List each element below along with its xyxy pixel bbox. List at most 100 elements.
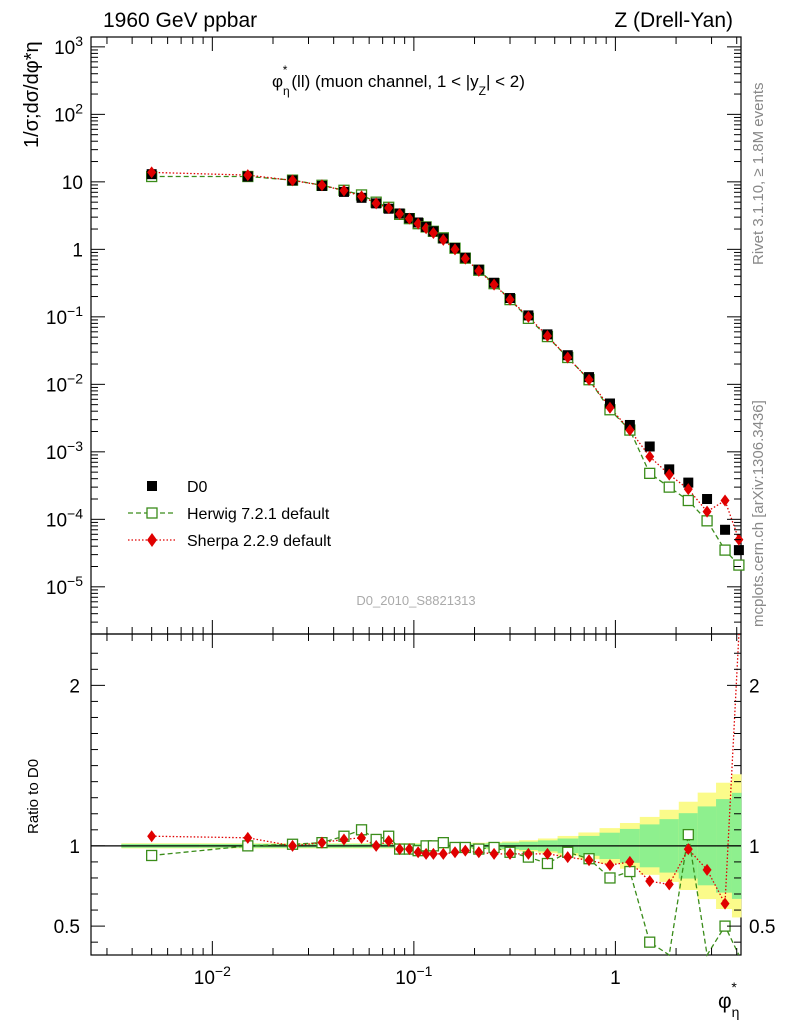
sherpa-point [664, 468, 674, 481]
sherpa-point [147, 166, 157, 179]
legend-herwig-marker [146, 507, 158, 519]
y-tick-label: 10−3 [46, 438, 83, 464]
sherpa-ratio-point [542, 847, 552, 860]
sherpa-point [339, 184, 349, 197]
y-tick-label-exponent: −4 [67, 505, 83, 521]
y-tick-label: 10−4 [46, 505, 83, 531]
main-series-layer [146, 166, 745, 571]
sherpa-point [474, 264, 484, 277]
ratio-y-tick-label: 1 [69, 837, 80, 858]
x-tick-label-exponent: −2 [215, 963, 231, 979]
sherpa-point [645, 450, 655, 463]
d0-point [702, 494, 713, 505]
sherpa-ratio-point [384, 835, 394, 848]
sherpa-ratio-point [460, 844, 470, 857]
y-tick-label-exponent: 2 [75, 100, 83, 116]
ratio-y-tick-label: 2 [69, 676, 80, 697]
sherpa-point [625, 424, 635, 437]
sherpa-ratio-point [243, 831, 253, 844]
herwig-point [719, 544, 731, 556]
y-tick-label: 10−1 [46, 303, 83, 329]
sherpa-point [288, 174, 298, 187]
d0-point [683, 477, 694, 488]
herwig-ratio-point [541, 857, 554, 870]
sherpa-point [584, 373, 594, 386]
y-tick-label-exponent: 3 [75, 33, 83, 49]
sherpa-ratio-point [584, 854, 594, 867]
plot-title-rest: (ll) (muon channel, 1 < |y [291, 72, 479, 91]
y-tick-label: 10−5 [46, 573, 83, 599]
legend-herwig-label: Herwig 7.2.1 default [187, 506, 330, 523]
sherpa-ratio-point [395, 843, 405, 856]
plot-title-sup: * [283, 63, 288, 77]
sherpa-ratio-point [438, 847, 448, 860]
plot-title-phi: φ [272, 72, 283, 91]
sherpa-point [450, 243, 460, 256]
sherpa-point [357, 190, 367, 203]
sherpa-ratio-point [450, 846, 460, 859]
sherpa-point [605, 401, 615, 414]
x-tick-label: 1 [610, 968, 621, 989]
legend-sherpa-label: Sherpa 2.2.9 default [187, 533, 332, 550]
d0-point [720, 524, 731, 535]
x-axis-label-sup: * [731, 979, 737, 995]
sherpa-line [151, 171, 740, 540]
x-tick-label: 10−1 [395, 963, 432, 989]
sherpa-ratio-point [339, 833, 349, 846]
sherpa-ratio-point [288, 839, 298, 852]
y-tick-label-exponent: −1 [67, 303, 83, 319]
sherpa-point [438, 233, 448, 246]
sherpa-point [505, 293, 515, 306]
ratio-plot-frame [90, 633, 742, 956]
sherpa-point [683, 483, 693, 496]
header-left: 1960 GeV ppbar [103, 9, 257, 32]
sherpa-ratio-point [664, 878, 674, 891]
sherpa-ratio-point [605, 859, 615, 872]
x-axis-label-sub: η [732, 1004, 740, 1020]
sherpa-ratio-point [404, 843, 414, 856]
y-tick-label: 1 [72, 240, 83, 261]
sherpa-point [384, 201, 394, 214]
sherpa-ratio-point [702, 863, 712, 876]
legend-d0-marker [147, 481, 157, 491]
x-tick-label: 10−2 [194, 963, 231, 989]
ratio-y-tick-label-right: 2 [749, 676, 760, 697]
x-tick-label-exponent: −1 [416, 963, 432, 979]
y-tick-label-exponent: −2 [67, 370, 83, 386]
sherpa-point [523, 310, 533, 323]
sherpa-ratio-point [357, 831, 367, 844]
sherpa-ratio-point [489, 847, 499, 860]
sherpa-point [243, 169, 253, 182]
ratio-y-tick-label-right: 0.5 [749, 917, 775, 938]
header-right: Z (Drell-Yan) [614, 9, 733, 32]
sherpa-point [489, 278, 499, 291]
sherpa-point [460, 252, 470, 265]
x-axis-label-phi: φ [718, 990, 732, 1013]
d0-point [733, 545, 744, 556]
ratio-x-axis: 10−2 10−1 1 [106, 634, 738, 989]
herwig-point [682, 494, 694, 507]
herwig-ratio-point [682, 828, 694, 841]
sherpa-ratio-point [413, 846, 423, 859]
plot-title-ysub: Z [479, 84, 486, 98]
herwig-ratio-point [437, 837, 449, 849]
herwig-ratio-point [604, 872, 616, 884]
ratio-y-tick-label-right: 1 [749, 837, 760, 858]
sherpa-ratio-point [523, 847, 533, 860]
sherpa-ratio-point [371, 839, 381, 852]
herwig-ratio-point [644, 936, 656, 948]
watermark: D0_2010_S8821313 [356, 593, 475, 608]
main-plot: 10−5 10−4 10−3 10−2 10−1 1 10 102 103 φη *(ll) (m… [21, 33, 745, 635]
mcplots-label: mcplots.cern.ch [arXiv:1306.3436] [750, 400, 767, 627]
ratio-y-tick-label: 0.5 [54, 917, 80, 938]
sherpa-point [413, 217, 423, 230]
y-tick-label-exponent: −5 [67, 573, 83, 589]
ratio-uncertainty-bands [91, 774, 742, 918]
sherpa-point [395, 207, 405, 220]
rivet-label: Rivet 3.1.10, ≥ 1.8M events [750, 83, 767, 266]
sherpa-ratio-point [645, 875, 655, 888]
plot-title-end: | < 2) [486, 72, 525, 91]
sherpa-point [371, 197, 381, 210]
sherpa-point [720, 494, 730, 507]
